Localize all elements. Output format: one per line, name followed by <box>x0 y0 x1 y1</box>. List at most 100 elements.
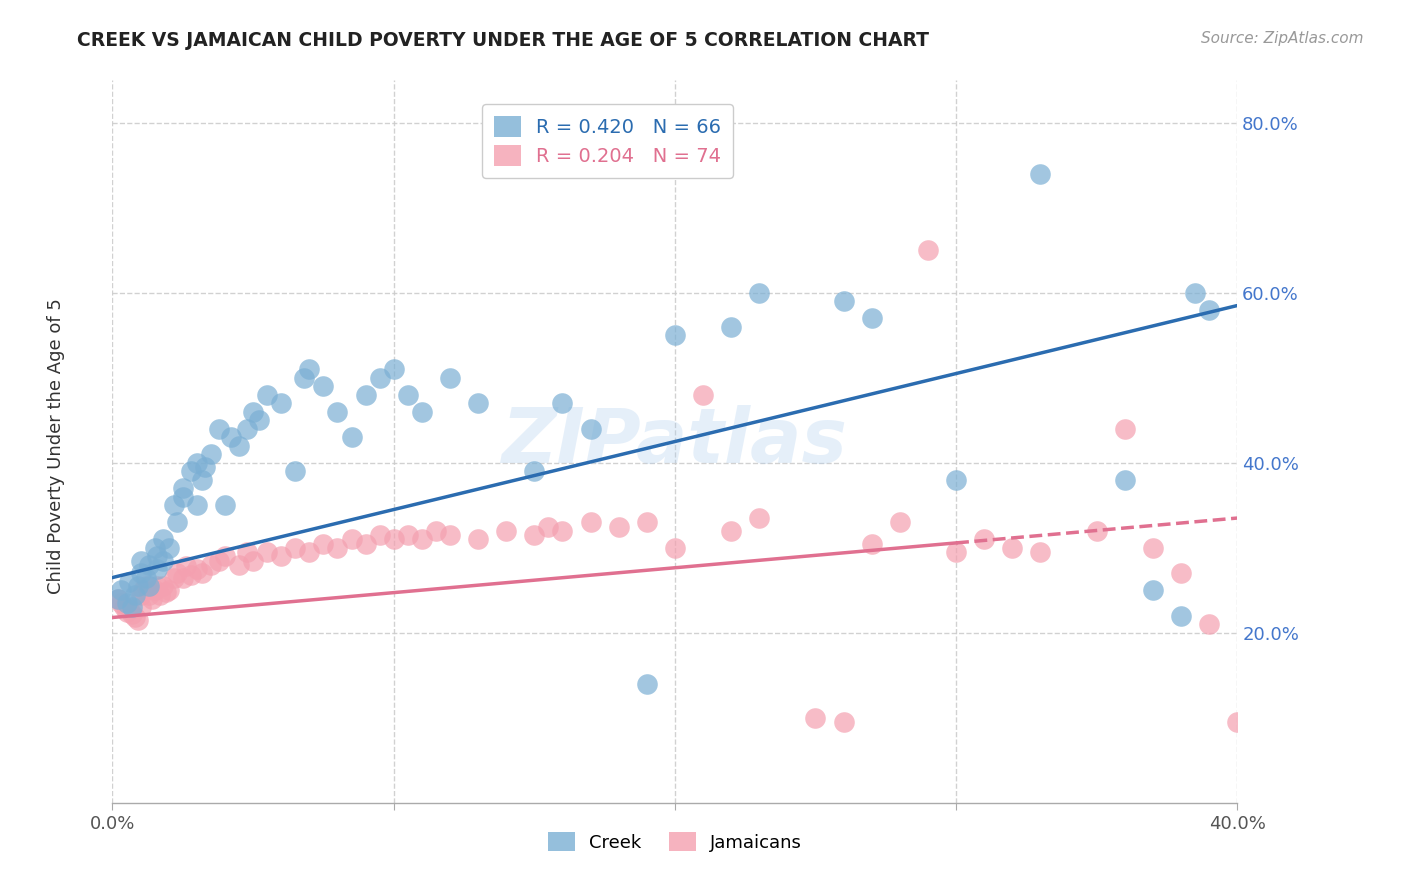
Point <box>129 600 152 615</box>
Point <box>832 294 855 309</box>
Point <box>180 464 202 478</box>
Point <box>256 545 278 559</box>
Point <box>149 588 172 602</box>
Point <box>110 583 132 598</box>
Point <box>860 311 883 326</box>
Point <box>112 600 135 615</box>
Point <box>312 379 335 393</box>
Text: CREEK VS JAMAICAN CHILD POVERTY UNDER THE AGE OF 5 CORRELATION CHART: CREEK VS JAMAICAN CHILD POVERTY UNDER TH… <box>77 31 929 50</box>
Point <box>382 362 405 376</box>
Text: Child Poverty Under the Age of 5: Child Poverty Under the Age of 5 <box>48 298 65 594</box>
Point <box>146 549 169 564</box>
Point <box>439 528 461 542</box>
Point <box>132 583 155 598</box>
Text: Source: ZipAtlas.com: Source: ZipAtlas.com <box>1201 31 1364 46</box>
Point <box>270 549 292 564</box>
Point <box>860 536 883 550</box>
Point <box>191 473 214 487</box>
Point <box>107 591 129 606</box>
Point <box>141 591 163 606</box>
Point <box>1170 566 1192 581</box>
Point <box>180 568 202 582</box>
Point <box>425 524 447 538</box>
Point <box>129 553 152 567</box>
Point <box>1029 167 1052 181</box>
Point <box>720 524 742 538</box>
Point <box>340 430 363 444</box>
Point <box>354 388 377 402</box>
Point <box>186 498 208 512</box>
Point <box>411 533 433 547</box>
Point <box>1029 545 1052 559</box>
Point <box>1001 541 1024 555</box>
Point <box>110 596 132 610</box>
Point <box>118 602 141 616</box>
Point <box>537 519 560 533</box>
Point <box>135 570 157 584</box>
Point <box>523 528 546 542</box>
Point <box>1226 714 1249 729</box>
Point <box>340 533 363 547</box>
Point <box>138 579 160 593</box>
Point <box>748 285 770 300</box>
Point <box>284 541 307 555</box>
Point <box>832 714 855 729</box>
Point <box>1184 285 1206 300</box>
Point <box>636 516 658 530</box>
Point <box>326 541 349 555</box>
Point <box>146 579 169 593</box>
Point <box>467 396 489 410</box>
Point <box>551 524 574 538</box>
Point <box>166 516 188 530</box>
Point <box>214 498 236 512</box>
Point <box>163 570 186 584</box>
Point <box>236 545 259 559</box>
Point <box>115 605 138 619</box>
Point <box>172 481 194 495</box>
Point <box>186 456 208 470</box>
Point <box>208 422 231 436</box>
Point <box>115 596 138 610</box>
Text: ZIPatlas: ZIPatlas <box>502 405 848 478</box>
Point <box>121 600 143 615</box>
Point <box>298 362 321 376</box>
Point <box>636 677 658 691</box>
Point <box>523 464 546 478</box>
Point <box>194 460 217 475</box>
Point <box>157 583 180 598</box>
Point <box>219 430 242 444</box>
Point <box>152 533 174 547</box>
Point <box>157 541 180 555</box>
Point <box>135 579 157 593</box>
Point <box>284 464 307 478</box>
Point <box>495 524 517 538</box>
Point <box>396 388 419 402</box>
Point <box>200 447 222 461</box>
Point <box>121 607 143 621</box>
Point <box>174 559 197 574</box>
Point <box>270 396 292 410</box>
Point <box>292 371 315 385</box>
Point <box>124 588 146 602</box>
Point <box>396 528 419 542</box>
Point <box>692 388 714 402</box>
Point <box>163 498 186 512</box>
Point <box>664 328 686 343</box>
Legend: Creek, Jamaicans: Creek, Jamaicans <box>540 825 810 859</box>
Point <box>247 413 270 427</box>
Point <box>214 549 236 564</box>
Point <box>298 545 321 559</box>
Point <box>1198 302 1220 317</box>
Point <box>917 244 939 258</box>
Point <box>607 519 630 533</box>
Point <box>368 371 391 385</box>
Point <box>172 570 194 584</box>
Point <box>1085 524 1108 538</box>
Point <box>889 516 911 530</box>
Point <box>945 473 967 487</box>
Point <box>326 405 349 419</box>
Point <box>256 388 278 402</box>
Point <box>138 558 160 572</box>
Point <box>146 562 169 576</box>
Point <box>312 536 335 550</box>
